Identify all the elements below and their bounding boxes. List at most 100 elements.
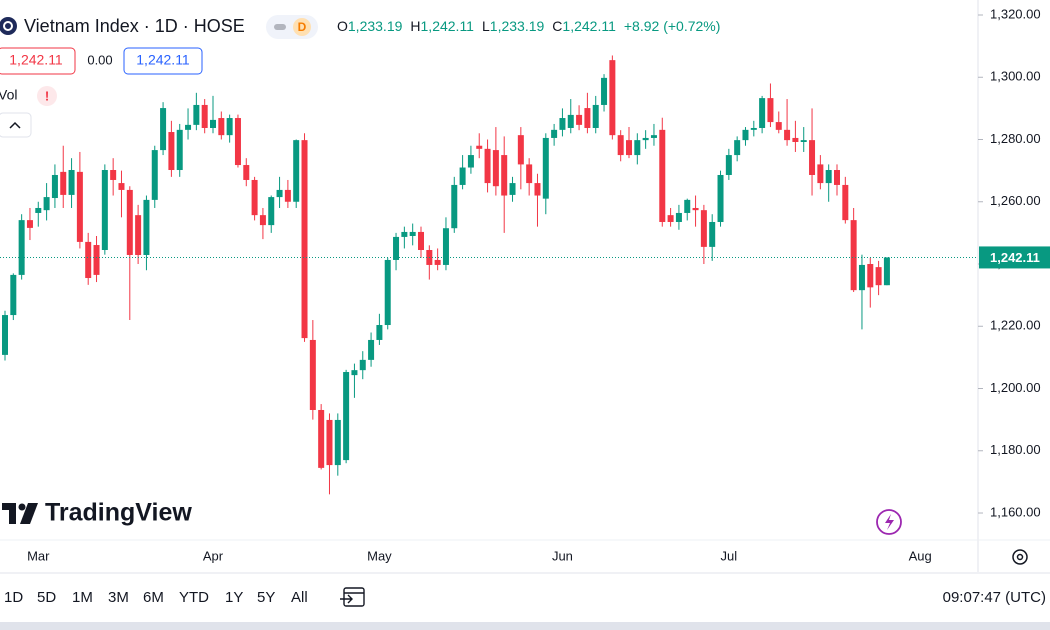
candle-body bbox=[210, 119, 216, 128]
candle-body bbox=[617, 135, 624, 156]
range-button[interactable]: 5D bbox=[37, 589, 56, 606]
brand-logo-bar bbox=[2, 503, 16, 524]
candle-body bbox=[526, 164, 533, 184]
ohlc-key: H bbox=[410, 18, 420, 34]
candle-body bbox=[309, 339, 316, 410]
candle-body bbox=[650, 135, 657, 138]
candle-body bbox=[459, 167, 466, 185]
branding: TradingView bbox=[2, 499, 192, 527]
calendar-button[interactable] bbox=[340, 587, 365, 607]
candle-body bbox=[418, 231, 424, 251]
ohlc-key: C bbox=[552, 18, 562, 34]
collapse-button[interactable] bbox=[0, 112, 32, 138]
alert-icon[interactable] bbox=[37, 86, 57, 106]
candle-body bbox=[742, 129, 749, 141]
candle-body bbox=[567, 114, 574, 128]
calendar-arrow bbox=[340, 594, 353, 604]
buy-button[interactable] bbox=[123, 47, 203, 75]
candle-body bbox=[143, 199, 150, 255]
alert-mark: ! bbox=[45, 88, 49, 103]
x-tick-label: May bbox=[367, 548, 392, 563]
range-button[interactable]: YTD bbox=[179, 589, 209, 606]
x-tick-label: Apr bbox=[203, 548, 224, 563]
candle-body bbox=[759, 98, 766, 128]
candle-body bbox=[318, 409, 325, 468]
candle-body bbox=[576, 114, 583, 125]
candle-body bbox=[126, 189, 133, 255]
candle-body bbox=[68, 170, 75, 195]
clock[interactable]: 09:07:47 (UTC) bbox=[943, 589, 1046, 606]
delay-letter: D bbox=[298, 20, 307, 34]
y-tick-label: 1,180.00 bbox=[990, 442, 1041, 457]
ohlc-value: 1,242.11 bbox=[562, 18, 616, 34]
candle-body bbox=[334, 419, 341, 466]
y-tick-label: 1,280.00 bbox=[990, 131, 1041, 146]
candle-body bbox=[792, 137, 799, 142]
candle-body bbox=[609, 60, 616, 136]
status-dot bbox=[274, 24, 286, 30]
candle-body bbox=[592, 104, 599, 128]
candle-body bbox=[451, 184, 458, 229]
candle-body bbox=[784, 129, 791, 141]
delay-badge bbox=[293, 18, 311, 36]
candle-body bbox=[692, 207, 699, 211]
candle-body bbox=[284, 189, 291, 202]
candle-body bbox=[176, 129, 183, 171]
range-button[interactable]: 3M bbox=[108, 589, 129, 606]
candle-body bbox=[642, 137, 649, 141]
sell-price: 1,242.11 bbox=[9, 52, 63, 68]
y-tick-label: 1,300.00 bbox=[990, 69, 1041, 84]
range-button[interactable]: 1D bbox=[4, 589, 23, 606]
candle-body bbox=[559, 118, 566, 130]
range-button[interactable]: 1M bbox=[72, 589, 93, 606]
candle-body bbox=[809, 140, 816, 175]
candle-body bbox=[717, 174, 724, 222]
last-price-box bbox=[979, 246, 1050, 269]
candle-body bbox=[858, 264, 865, 291]
candle-body bbox=[118, 183, 125, 190]
candle-body bbox=[185, 124, 192, 130]
settings-gear bbox=[1012, 549, 1028, 565]
calendar-icon bbox=[343, 587, 365, 607]
range-button[interactable]: All bbox=[291, 589, 308, 606]
ohlc-key: O bbox=[337, 18, 348, 34]
range-button[interactable]: 1Y bbox=[225, 589, 243, 606]
plot-area bbox=[0, 55, 978, 495]
candle-body bbox=[60, 171, 67, 195]
y-tick-label: 1,260.00 bbox=[990, 193, 1041, 208]
ohlc-value: 1,233.19 bbox=[490, 18, 545, 34]
candle-body bbox=[442, 228, 449, 265]
settings-button[interactable] bbox=[1012, 549, 1028, 565]
bottom-border bbox=[0, 622, 1050, 630]
candle-body bbox=[343, 372, 350, 461]
candle-body bbox=[93, 245, 100, 275]
candle-body bbox=[551, 129, 558, 138]
candle-body bbox=[867, 264, 874, 288]
x-tick-label: Jun bbox=[552, 548, 573, 563]
range-toolbar: 1D 5D 1M 3M 6M YTD 1Y 5Y All bbox=[4, 589, 308, 606]
candle-body bbox=[850, 220, 857, 291]
candle-body bbox=[10, 274, 17, 316]
candle-body bbox=[667, 215, 674, 222]
candle-body bbox=[43, 197, 50, 211]
y-tick-label: 1,160.00 bbox=[990, 504, 1041, 519]
ohlc-value: 1,233.19 bbox=[348, 18, 403, 34]
candle-body bbox=[700, 210, 707, 247]
ohlc-value: 1,242.11 bbox=[421, 18, 475, 34]
volume-label: Vol bbox=[0, 87, 17, 103]
brand-logo-slash bbox=[20, 503, 38, 524]
candle-body bbox=[584, 108, 591, 128]
range-button[interactable]: 6M bbox=[143, 589, 164, 606]
symbol-title[interactable]: Vietnam Index · 1D · HOSE bbox=[24, 16, 245, 36]
candle-body bbox=[135, 215, 142, 255]
candle-body bbox=[750, 127, 757, 130]
candle-body bbox=[26, 220, 33, 228]
candle-body bbox=[626, 140, 632, 156]
sell-button[interactable] bbox=[0, 47, 76, 75]
change: +8.92 (+0.72%) bbox=[624, 18, 721, 34]
candle-body bbox=[35, 207, 42, 213]
range-button[interactable]: 5Y bbox=[257, 589, 275, 606]
candle-body bbox=[709, 221, 716, 247]
candle-body bbox=[659, 129, 666, 222]
